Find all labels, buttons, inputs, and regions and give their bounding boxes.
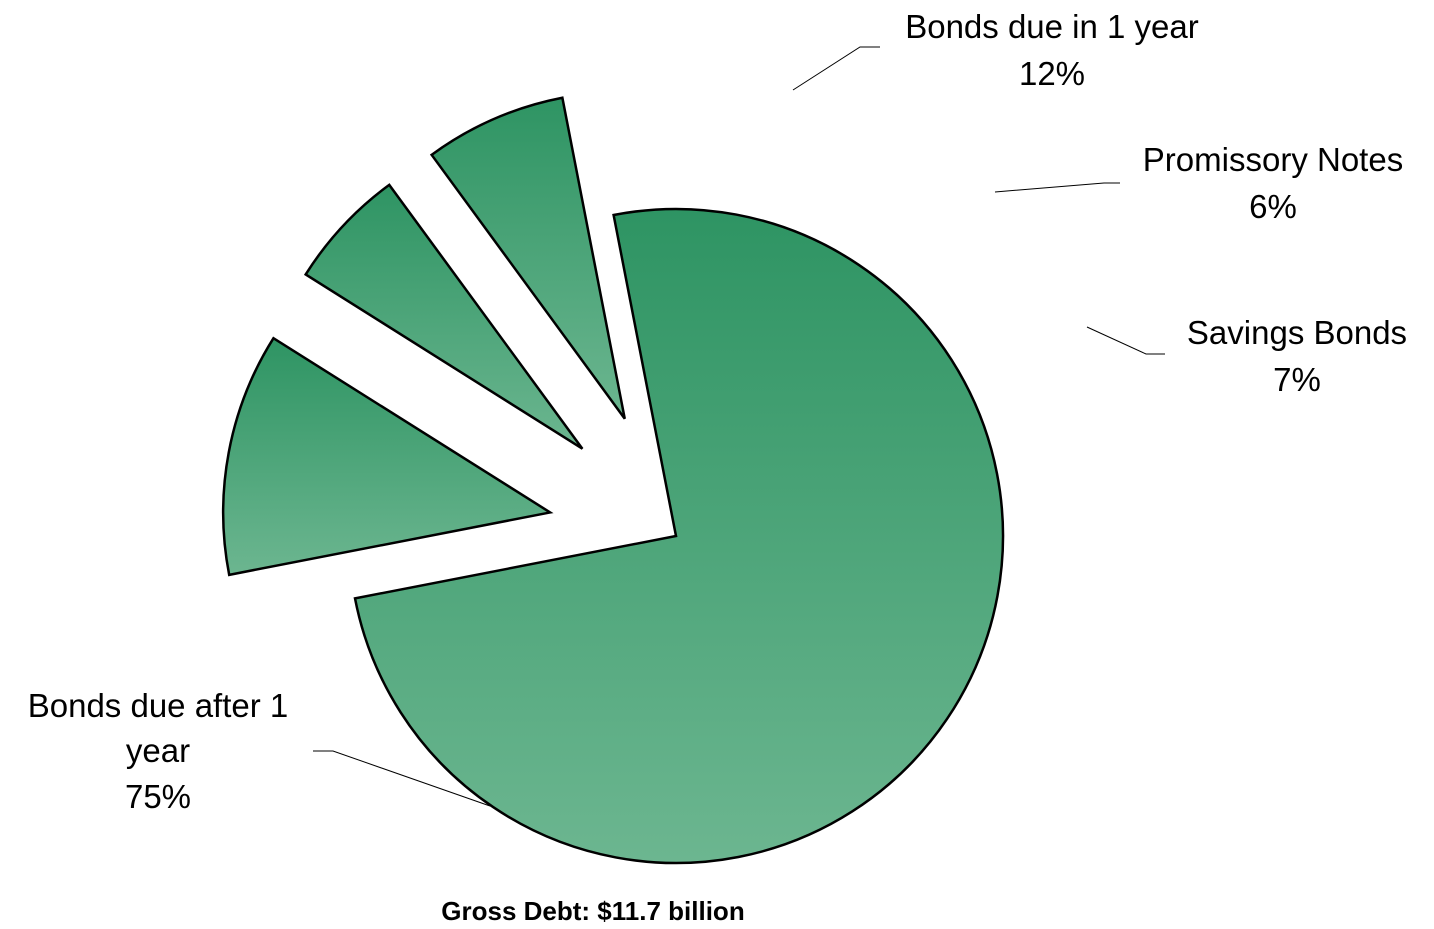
- chart-caption: Gross Debt: $11.7 billion: [441, 896, 744, 926]
- slice-label-promissory-notes: Promissory Notes: [1143, 141, 1403, 178]
- leader-lines: [313, 46, 1165, 807]
- slice-bonds-after-leader-line: [313, 750, 491, 807]
- slice-bonds-1yr: [221, 336, 554, 577]
- slice-percent-bonds-after: 75%: [125, 778, 191, 815]
- slice-bonds-1yr-leader-line: [792, 46, 880, 91]
- slice-promissory-notes-leader-line: [994, 182, 1120, 193]
- slice-savings-bonds-leader-line: [1086, 326, 1165, 355]
- slice-label-bonds-1yr: Bonds due in 1 year: [905, 8, 1199, 45]
- slice-percent-promissory-notes: 6%: [1249, 188, 1297, 225]
- slice-bonds-after: [353, 207, 1005, 865]
- slice-label-bonds-after-line2: year: [126, 732, 190, 769]
- slice-savings-bonds: [429, 96, 626, 420]
- slices: [221, 96, 1005, 865]
- slice-label-bonds-after: Bonds due after 1: [28, 687, 289, 724]
- slice-percent-savings-bonds: 7%: [1273, 361, 1321, 398]
- slice-percent-bonds-1yr: 12%: [1019, 55, 1085, 92]
- slice-label-savings-bonds: Savings Bonds: [1187, 314, 1407, 351]
- slice-promissory-notes: [303, 183, 584, 450]
